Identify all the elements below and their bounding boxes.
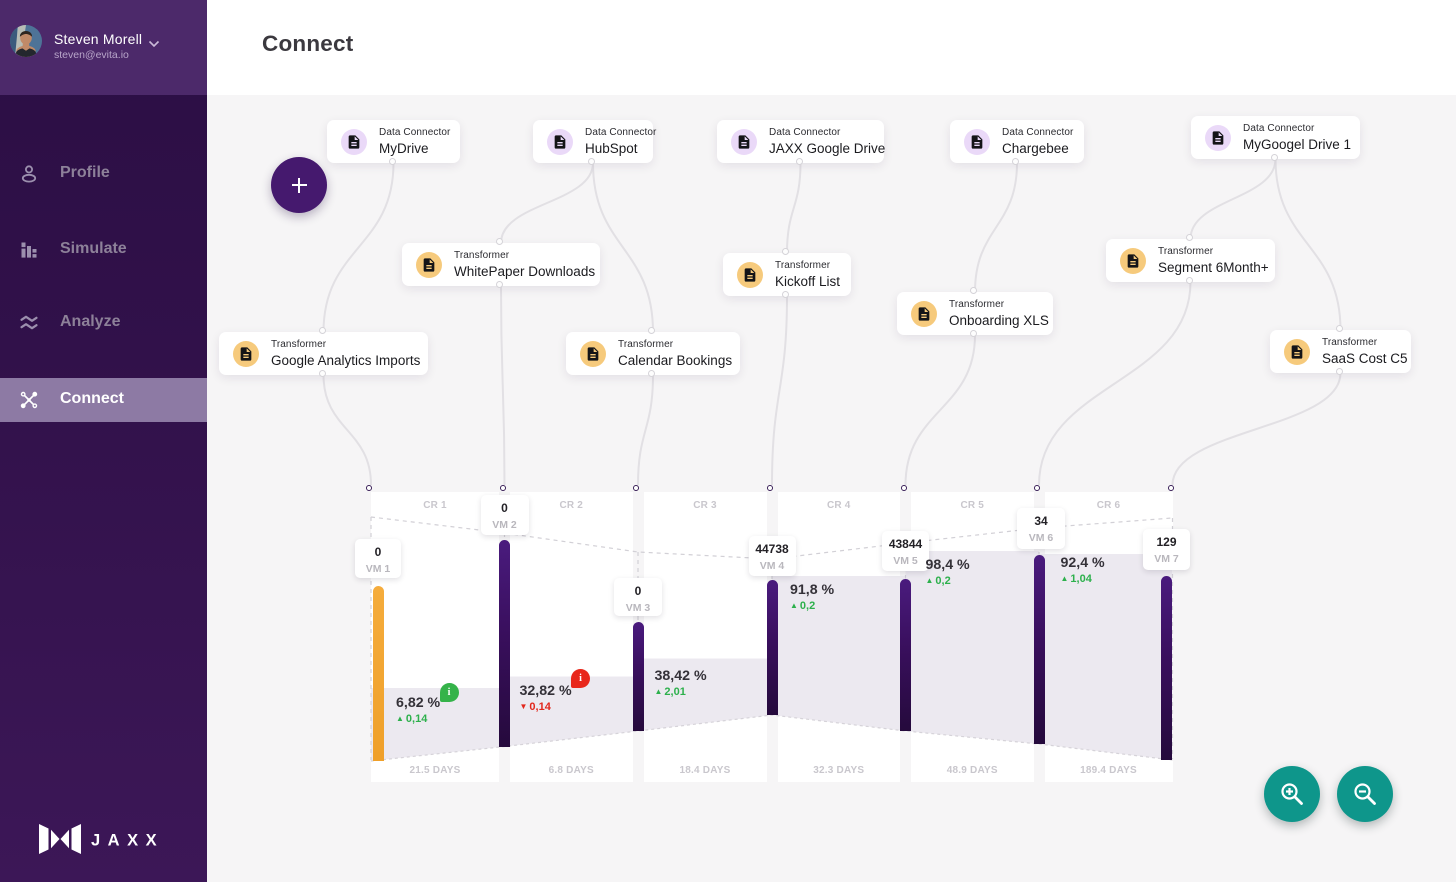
svg-text:JAXX: JAXX [91,832,164,850]
